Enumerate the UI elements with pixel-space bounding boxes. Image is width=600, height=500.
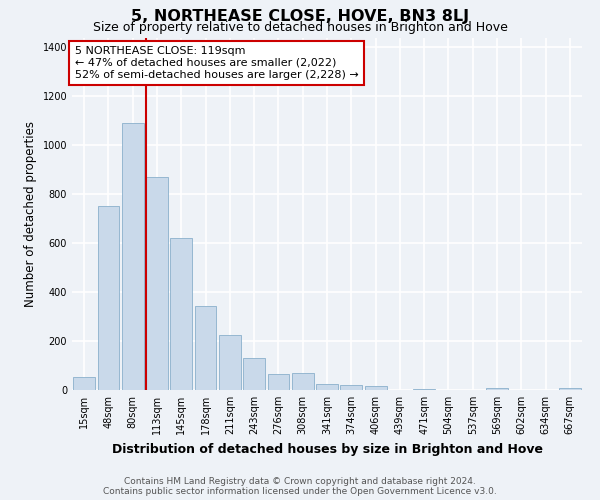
Bar bbox=[316, 384, 338, 390]
Text: Contains HM Land Registry data © Crown copyright and database right 2024.
Contai: Contains HM Land Registry data © Crown c… bbox=[103, 476, 497, 496]
X-axis label: Distribution of detached houses by size in Brighton and Hove: Distribution of detached houses by size … bbox=[112, 442, 542, 456]
Bar bbox=[559, 388, 581, 390]
Bar bbox=[219, 335, 241, 390]
Bar bbox=[413, 389, 435, 390]
Bar bbox=[170, 238, 192, 390]
Y-axis label: Number of detached properties: Number of detached properties bbox=[24, 120, 37, 306]
Bar bbox=[292, 373, 314, 390]
Bar bbox=[122, 123, 143, 390]
Bar bbox=[243, 358, 265, 390]
Bar bbox=[146, 177, 168, 390]
Bar bbox=[73, 376, 95, 390]
Bar bbox=[97, 206, 119, 390]
Bar bbox=[194, 306, 217, 390]
Bar bbox=[486, 388, 508, 390]
Bar bbox=[365, 386, 386, 390]
Text: 5, NORTHEASE CLOSE, HOVE, BN3 8LJ: 5, NORTHEASE CLOSE, HOVE, BN3 8LJ bbox=[131, 9, 469, 24]
Text: Size of property relative to detached houses in Brighton and Hove: Size of property relative to detached ho… bbox=[92, 21, 508, 34]
Bar bbox=[268, 374, 289, 390]
Text: 5 NORTHEASE CLOSE: 119sqm
← 47% of detached houses are smaller (2,022)
52% of se: 5 NORTHEASE CLOSE: 119sqm ← 47% of detac… bbox=[74, 46, 358, 80]
Bar bbox=[340, 385, 362, 390]
